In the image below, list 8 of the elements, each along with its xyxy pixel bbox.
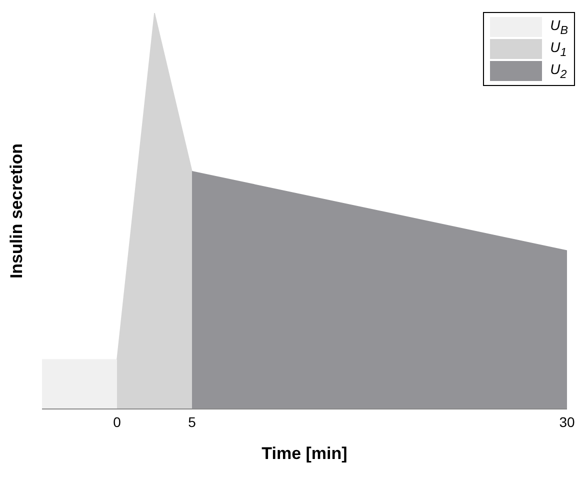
x-axis-title: Time [min] <box>262 444 348 463</box>
y-axis-title: Insulin secretion <box>7 143 26 279</box>
x-tick-label: 5 <box>188 414 196 430</box>
x-tick-label: 0 <box>113 414 122 430</box>
legend-label: U$_{2}$ <box>550 61 567 81</box>
legend-label: U$_{B}$ <box>550 17 568 37</box>
x-tick-label: 30 <box>559 414 575 430</box>
legend-label: U$_{1}$ <box>550 39 567 59</box>
